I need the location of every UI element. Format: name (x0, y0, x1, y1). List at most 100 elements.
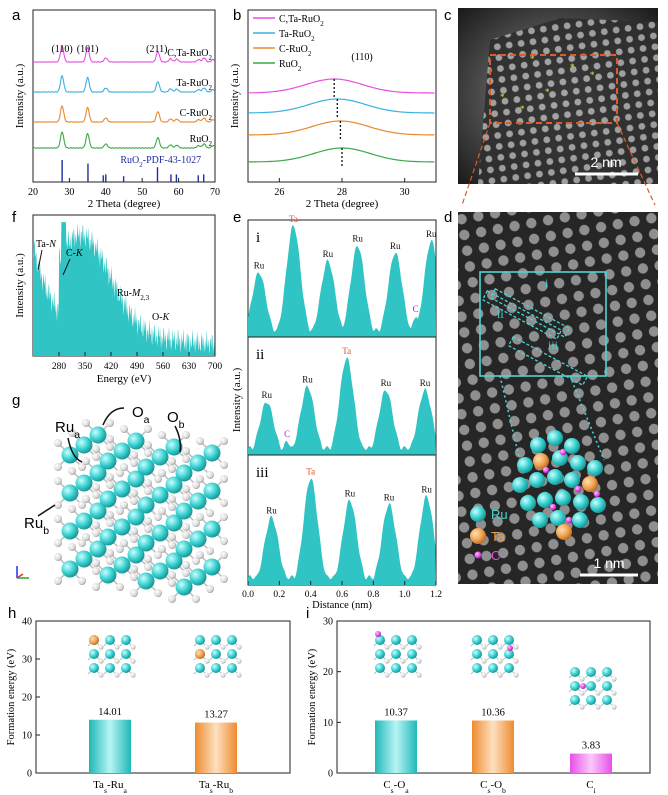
oxygen-atom (192, 557, 200, 565)
peak-label: C (284, 429, 290, 439)
oxygen-atom (220, 575, 228, 583)
ruthenium-atom (165, 514, 183, 532)
analysis-box (479, 271, 607, 377)
ruthenium-atom (137, 458, 155, 476)
x-axis-label: 2 Theta (degree) (306, 198, 379, 210)
oxygen-atom (144, 479, 152, 487)
ruthenium-atom (75, 436, 93, 454)
oxygen-atom (54, 463, 62, 471)
atom-marker: * (570, 62, 575, 72)
plot-frame (35, 620, 291, 774)
oxygen-atom (220, 551, 228, 559)
ruthenium-atom (175, 464, 193, 482)
panel-f-eels: 280 350 420 490 560 630 700 Energy (eV) Intensit… (14, 214, 222, 385)
ru-atom (555, 490, 571, 506)
oxygen-atom (106, 443, 114, 451)
x-tick-label: 26 (274, 187, 284, 198)
ruthenium-atom (113, 556, 131, 574)
x-tick-label: 280 (52, 362, 67, 372)
bar (472, 720, 514, 773)
ru-atom (512, 477, 528, 493)
xrd-zoom-line (248, 98, 435, 114)
bar-value-label: 13.27 (204, 710, 228, 721)
ruthenium-atom (75, 550, 93, 568)
xrd-zoom-line (247, 78, 435, 94)
ruthenium-atom (121, 649, 131, 659)
oxygen-atom (130, 573, 138, 581)
bar-value-label: 10.36 (481, 708, 505, 719)
atom-marker: * (530, 54, 535, 64)
oxygen-atom (192, 481, 200, 489)
oxygen-atom (481, 672, 487, 678)
site-label: Oa (132, 404, 150, 426)
ruthenium-atom (89, 502, 107, 520)
annotation-arrow (37, 249, 43, 271)
scale-label: 1 nm (593, 555, 624, 571)
atom-marker: * (520, 104, 525, 114)
oxygen-atom (130, 535, 138, 543)
ruthenium-atom (570, 681, 580, 691)
ruthenium-atom (203, 482, 221, 500)
x-tick-label: 630 (182, 362, 197, 372)
category-label: Ci (586, 779, 595, 795)
eels-area (33, 222, 215, 356)
panel-g-structure: Rua Oa Ob Rub (16, 404, 228, 603)
oxygen-atom (92, 529, 100, 537)
oxygen-atom (400, 658, 406, 664)
c-atom (549, 503, 557, 511)
panel-letter-d: d (444, 209, 452, 226)
oxygen-atom (92, 453, 100, 461)
oxygen-atom (416, 672, 422, 678)
panel-letter-a: a (12, 7, 21, 24)
oxygen-atom (68, 505, 76, 513)
edge-annotation: C-K (66, 248, 84, 259)
ru-atom (587, 460, 603, 476)
oxygen-atom (144, 525, 152, 533)
oxygen-atom (54, 553, 62, 561)
oxygen-atom (68, 429, 76, 437)
scale-label: 2 nm (590, 154, 621, 170)
oxygen-atom (158, 469, 166, 477)
edge-annotation: Ru-M2,3 (117, 288, 150, 302)
xrd-series-line (33, 131, 216, 149)
oxygen-atom (204, 672, 210, 678)
oxygen-atom (154, 551, 162, 559)
oxygen-atom (92, 491, 100, 499)
oxygen-atom (168, 503, 176, 511)
ruthenium-atom (151, 562, 169, 580)
oxygen-atom (130, 459, 138, 467)
x-tick-label: 30 (64, 187, 74, 198)
y-tick-label: 20 (22, 693, 32, 704)
panel-e-intensity-profiles: Ru Ta Ru Ru Ru C Ru i Ru C Ru Ta Ru Ru ii Ru Ta Ru Ru Ru iii… (231, 214, 442, 611)
oxygen-atom (98, 672, 104, 678)
bar (570, 753, 612, 773)
ruthenium-atom (89, 464, 107, 482)
stem-lattice (478, 18, 658, 184)
oxygen-atom (182, 493, 190, 501)
ruthenium-atom (391, 663, 401, 673)
peak-label: Ru (345, 489, 356, 499)
oxygen-atom (481, 644, 487, 650)
x-tick-label: 30 (400, 187, 410, 198)
oxygen-atom (130, 589, 138, 597)
panel-letter-h: h (8, 605, 16, 622)
ruthenium-atom (211, 635, 221, 645)
ruthenium-atom (89, 426, 107, 444)
peak-label: Ta (342, 346, 351, 356)
ruthenium-atom (165, 476, 183, 494)
y-tick-label: 20 (323, 667, 333, 678)
oxygen-atom (182, 561, 190, 569)
oxygen-atom (78, 539, 86, 547)
y-tick-label: 40 (22, 617, 32, 628)
annotation-arrow (37, 504, 56, 517)
oxygen-atom (236, 644, 242, 650)
profile-name: iii (256, 465, 269, 481)
oxygen-atom (168, 579, 176, 587)
oxygen-atom (78, 577, 86, 585)
oxygen-atom (116, 583, 124, 591)
peak-label: (110) (351, 52, 372, 63)
ruthenium-atom (407, 663, 417, 673)
oxygen-atom (220, 672, 226, 678)
ruthenium-atom (127, 432, 145, 450)
oxygen-atom (196, 513, 204, 521)
